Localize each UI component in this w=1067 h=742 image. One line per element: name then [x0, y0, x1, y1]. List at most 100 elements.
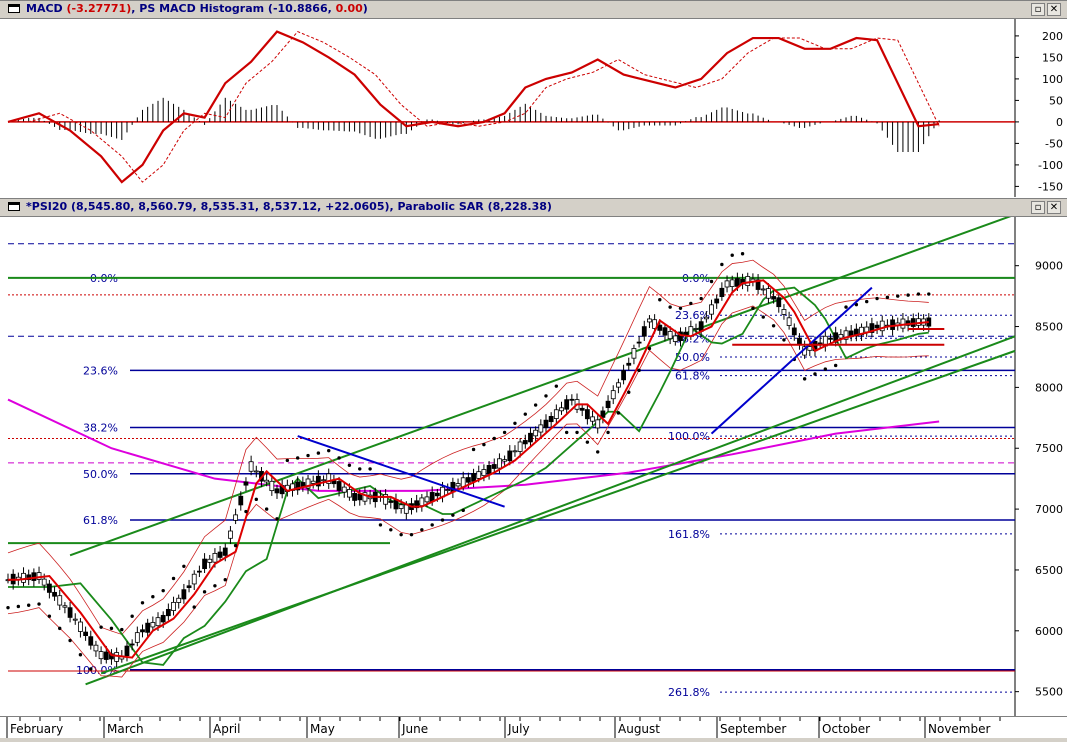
macd-y-tick-label: 150 — [1042, 51, 1063, 64]
sar-dot — [761, 315, 765, 319]
candle-body — [186, 585, 192, 589]
sar-dot — [492, 436, 496, 441]
sar-dot — [606, 430, 610, 435]
candle-body — [786, 317, 792, 326]
fib-level-label: 61.8% — [83, 514, 118, 527]
fib-level-label: 23.6% — [83, 364, 118, 377]
restore-button[interactable]: ▫ — [1031, 201, 1045, 214]
trend-line-lower — [85, 335, 1016, 686]
candle-body — [336, 481, 342, 491]
candle-body — [145, 622, 151, 633]
fib-ext-label: 161.8% — [668, 528, 710, 541]
candle-body — [72, 618, 78, 621]
sar-dot — [782, 338, 786, 342]
candle-body — [124, 645, 130, 657]
sar-dot — [440, 518, 445, 522]
ma-short-line — [8, 279, 929, 659]
restore-button[interactable]: ▫ — [1031, 3, 1045, 16]
sar-dot — [647, 346, 652, 351]
candle-body — [31, 572, 37, 581]
candle-body — [403, 504, 409, 514]
candle-body — [605, 400, 611, 409]
candle-body — [455, 483, 461, 487]
candle-body — [388, 500, 394, 503]
macd-label-name: MACD — [26, 2, 63, 15]
sar-dot — [533, 403, 538, 407]
sar-dot — [264, 507, 269, 511]
sar-dot — [130, 614, 134, 618]
candle-body — [274, 488, 280, 494]
fib-ext-label: 23.6% — [675, 309, 710, 322]
candle-body — [248, 461, 254, 472]
close-button[interactable]: ✕ — [1047, 201, 1061, 214]
sar-dot — [316, 451, 321, 455]
price-title: *PSI20 (8,545.80, 8,560.79, 8,535.31, 8,… — [26, 200, 552, 213]
sar-dot — [182, 564, 186, 568]
candle-body — [134, 632, 140, 643]
candle-body — [522, 440, 528, 445]
month-label: August — [618, 722, 660, 736]
candle-body — [419, 497, 425, 507]
sar-dot — [171, 576, 176, 581]
candle-body — [564, 399, 570, 410]
candle-body — [512, 450, 518, 453]
macd-hist-open: (-10.8866, — [264, 2, 336, 15]
candle-body — [207, 558, 213, 563]
candle-body — [98, 651, 104, 660]
candle-body — [745, 276, 751, 286]
sar-dot — [37, 602, 41, 606]
candle-body — [269, 480, 275, 492]
month-label: April — [213, 722, 240, 736]
close-button[interactable]: ✕ — [1047, 3, 1061, 16]
candle-body — [357, 493, 363, 501]
sar-dot — [78, 653, 83, 657]
candle-body — [465, 477, 471, 483]
sar-dot — [544, 394, 548, 398]
candle-body — [67, 607, 73, 618]
candle-body — [150, 622, 156, 628]
sar-dot — [564, 430, 569, 435]
candle-body — [491, 464, 497, 469]
candle-body — [595, 419, 601, 429]
macd-y-tick-label: -150 — [1038, 180, 1063, 193]
sar-dot — [709, 279, 714, 284]
sar-dot — [6, 605, 10, 610]
price-y-tick-label: 8500 — [1035, 321, 1063, 334]
month-label: September — [720, 722, 786, 736]
candle-body — [559, 407, 564, 412]
candle-body — [766, 288, 771, 299]
candle-body — [714, 298, 720, 304]
sar-dot — [927, 292, 931, 296]
candle-body — [295, 481, 301, 491]
sar-dot — [327, 448, 331, 453]
sar-dot — [368, 467, 372, 471]
candle-body — [41, 578, 47, 586]
sar-value: (8,228.38) — [483, 200, 552, 213]
sar-dot — [461, 508, 465, 513]
candle-body — [160, 614, 166, 623]
candle-body — [486, 464, 492, 475]
candle-body — [238, 495, 244, 506]
candle-body — [171, 601, 176, 611]
candle-body — [347, 489, 352, 498]
candle-body — [667, 331, 673, 340]
fib-ext-label: 50.0% — [675, 351, 710, 364]
sar-dot — [720, 262, 724, 267]
sar-dot — [575, 430, 579, 435]
candle-body — [264, 479, 270, 483]
sar-dot — [26, 603, 31, 607]
sar-dot — [409, 532, 414, 537]
candle-body — [579, 407, 585, 411]
sar-dot — [347, 463, 352, 467]
macd-hist-zero: 0.00 — [335, 2, 363, 15]
candle-body — [890, 319, 895, 330]
sar-dot — [244, 509, 248, 514]
sar-dot — [875, 296, 879, 301]
candle-body — [626, 362, 632, 366]
candle-body — [471, 473, 476, 482]
price-chart: 900085008000750070006500600055000.0%23.6… — [5, 217, 1063, 716]
candle-body — [243, 481, 249, 486]
ma-200-line — [7, 398, 940, 492]
candle-body — [424, 496, 430, 503]
sar-dot — [513, 421, 517, 425]
